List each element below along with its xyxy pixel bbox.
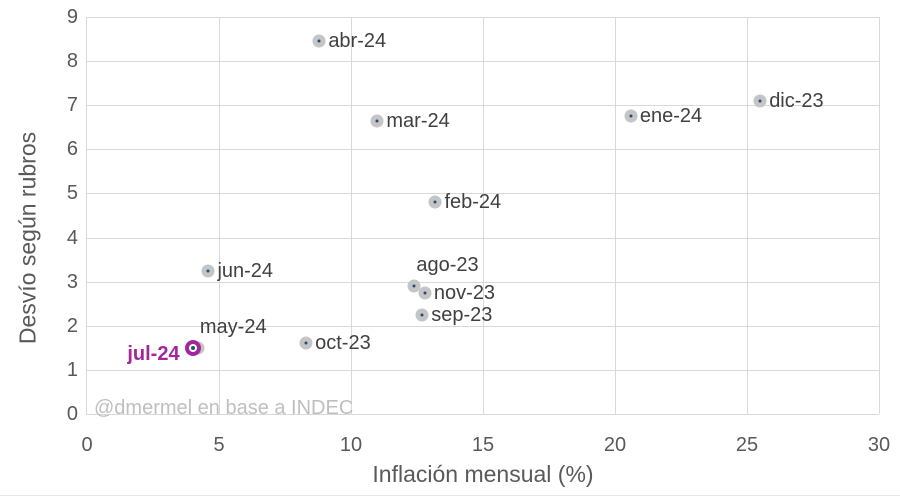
gridline-y-9 — [87, 17, 879, 18]
x-tick-label-5: 5 — [213, 434, 225, 456]
gridline-x-5 — [218, 17, 220, 414]
gridline-y-5 — [87, 193, 879, 195]
data-point-label-jun-24: jun-24 — [217, 259, 274, 282]
data-point-label-feb-24: feb-24 — [444, 191, 502, 214]
y-tick-label-0: 0 — [66, 403, 78, 425]
y-tick-label-1: 1 — [66, 358, 78, 381]
gridlines — [87, 17, 880, 414]
marker-core — [420, 313, 424, 317]
y-tick-label-6: 6 — [66, 138, 78, 161]
gridline-x-15 — [483, 17, 484, 414]
data-point-label-may-24: may-24 — [199, 315, 267, 338]
watermark: @dmermel en base a INDEC — [94, 397, 354, 419]
marker-core — [206, 269, 210, 273]
data-point-mar-24 — [370, 114, 384, 128]
data-point-label-abr-24: abr-24 — [328, 30, 387, 53]
data-point-ene-24 — [624, 109, 638, 123]
data-point-oct-23 — [299, 336, 313, 350]
x-tick-label-25: 25 — [735, 434, 759, 456]
x-tick-label-20: 20 — [603, 434, 627, 456]
y-tick-label-7: 7 — [66, 94, 78, 117]
plot-area: ago-23 sep-23 oct-23 nov-23 dic-23 ene-24 feb-… — [86, 17, 880, 415]
data-point-jul-24 — [184, 339, 201, 356]
gridline-y-6 — [87, 149, 879, 151]
gridline-y-7 — [87, 105, 879, 107]
x-tick-label-15: 15 — [471, 434, 495, 456]
gridline-x-30 — [879, 17, 880, 414]
x-tick-label-10: 10 — [339, 434, 363, 456]
data-point-abr-24 — [312, 34, 326, 48]
marker-core — [433, 200, 437, 204]
highlight-ring — [188, 343, 197, 352]
gridline-y-3 — [87, 281, 879, 283]
points-layer: ago-23 sep-23 oct-23 nov-23 dic-23 ene-24 feb-… — [87, 17, 879, 414]
x-tick-label-0: 0 — [81, 434, 93, 456]
gridline-y-8 — [87, 61, 879, 63]
data-point-nov-23 — [418, 286, 432, 300]
x-axis-title: Inflación mensual (%) — [372, 461, 594, 487]
data-point-jun-24 — [201, 264, 215, 278]
data-point-ago-23 — [407, 279, 421, 293]
gridline-y-1 — [87, 369, 879, 371]
gridline-x-20 — [614, 17, 616, 414]
marker-core — [304, 341, 308, 345]
marker-core — [423, 291, 427, 295]
data-point-feb-24 — [428, 195, 442, 209]
data-point-dic-23 — [753, 94, 767, 108]
data-point-label-nov-23: nov-23 — [433, 281, 496, 304]
x-tick-label-30: 30 — [867, 434, 891, 456]
marker-core — [629, 114, 633, 118]
data-point-label-sep-23: sep-23 — [431, 303, 493, 326]
marker-core — [758, 99, 762, 103]
data-point-label-jul-24: jul-24 — [127, 342, 180, 365]
data-point-label-mar-24: mar-24 — [386, 109, 450, 132]
data-point-label-oct-23: oct-23 — [315, 332, 371, 355]
marker-core — [190, 345, 195, 350]
gridline-y-4 — [87, 237, 879, 239]
y-tick-label-2: 2 — [66, 314, 78, 337]
y-tick-label-5: 5 — [66, 182, 78, 205]
marker-core — [317, 39, 321, 43]
data-point-label-ene-24: ene-24 — [639, 105, 703, 128]
gridline-y-2 — [87, 325, 879, 327]
data-point-label-ago-23: ago-23 — [416, 254, 479, 277]
y-tick-label-3: 3 — [66, 270, 78, 293]
gridline-x-10 — [350, 17, 352, 414]
y-tick-label-9: 9 — [66, 6, 78, 28]
data-point-label-dic-23: dic-23 — [769, 89, 824, 112]
gridline-x-25 — [747, 17, 748, 414]
marker-core — [375, 119, 379, 123]
y-tick-label-8: 8 — [66, 50, 78, 73]
data-point-sep-23 — [415, 308, 429, 322]
marker-core — [412, 284, 416, 288]
y-tick-label-4: 4 — [66, 226, 78, 249]
